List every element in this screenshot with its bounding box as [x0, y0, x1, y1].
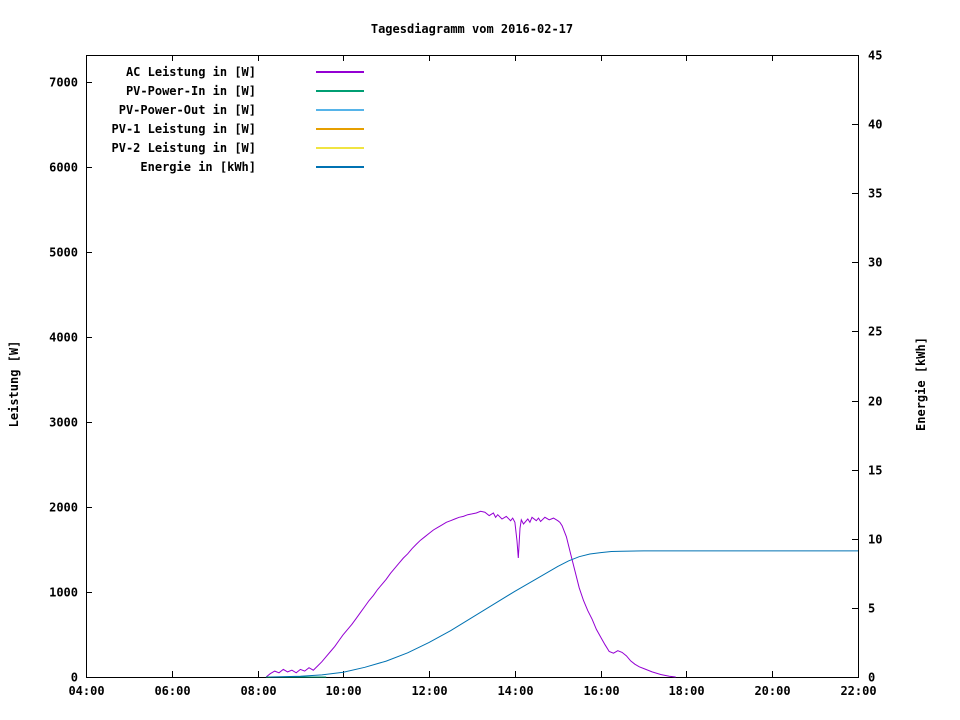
y-tick-label-power: 3000 — [49, 416, 78, 430]
y-tick-label-power: 6000 — [49, 161, 78, 175]
x-tick-label: 10:00 — [325, 684, 361, 698]
legend-label: PV-2 Leistung in [W] — [111, 140, 257, 155]
legend-line-sample — [316, 70, 364, 73]
y-tick-label-energy: 20 — [868, 395, 882, 409]
legend-item-pv-power-in: PV-Power-In in [W] — [86, 81, 364, 100]
y-tick-label-power: 1000 — [49, 586, 78, 600]
y-tick-label-energy: 40 — [868, 118, 882, 132]
legend-item-ac-leistung: AC Leistung in [W] — [86, 62, 364, 81]
x-tick-label: 14:00 — [497, 684, 533, 698]
y-tick-label-power: 0 — [71, 671, 78, 685]
y-tick-label-energy: 0 — [868, 671, 875, 685]
y-tick-label-energy: 45 — [868, 49, 882, 63]
y-tick-label-energy: 10 — [868, 533, 882, 547]
legend-label: AC Leistung in [W] — [125, 64, 256, 79]
y-tick-label-power: 7000 — [49, 76, 78, 90]
y-tick-label-energy: 30 — [868, 256, 882, 270]
plot-border — [86, 55, 859, 678]
x-tick-label: 06:00 — [154, 684, 190, 698]
legend-label: Energie in [kWh] — [140, 159, 256, 174]
x-tick-label: 04:00 — [68, 684, 104, 698]
legend-item-pv-power-out: PV-Power-Out in [W] — [86, 100, 364, 119]
legend-label: PV-1 Leistung in [W] — [111, 121, 257, 136]
legend-item-pv2-leistung: PV-2 Leistung in [W] — [86, 138, 364, 157]
y-tick-label-energy: 15 — [868, 464, 882, 478]
legend-label: PV-Power-Out in [W] — [118, 102, 256, 117]
x-tick-label: 08:00 — [240, 684, 276, 698]
legend: AC Leistung in [W] PV-Power-In in [W] PV… — [86, 62, 364, 176]
legend-line-sample — [316, 89, 364, 92]
legend-item-pv1-leistung: PV-1 Leistung in [W] — [86, 119, 364, 138]
y-tick-label-energy: 5 — [868, 602, 875, 616]
x-tick-label: 16:00 — [583, 684, 619, 698]
x-tick-label: 12:00 — [411, 684, 447, 698]
series-energie — [270, 550, 858, 678]
y-tick-label-power: 5000 — [49, 246, 78, 260]
series-ac-leistung — [265, 510, 676, 678]
legend-item-energie: Energie in [kWh] — [86, 157, 364, 176]
legend-line-sample — [316, 127, 364, 130]
y-tick-label-power: 4000 — [49, 331, 78, 345]
legend-line-sample — [316, 165, 364, 168]
y-tick-label-energy: 35 — [868, 187, 882, 201]
legend-label: PV-Power-In in [W] — [125, 83, 256, 98]
y-tick-label-power: 2000 — [49, 501, 78, 515]
x-tick-label: 22:00 — [840, 684, 876, 698]
x-tick-label: 18:00 — [668, 684, 704, 698]
chart-title: Tagesdiagramm vom 2016-02-17 — [370, 22, 574, 36]
y-tick-label-energy: 25 — [868, 325, 882, 339]
legend-line-sample — [316, 146, 364, 149]
legend-line-sample — [316, 108, 364, 111]
x-tick-label: 20:00 — [754, 684, 790, 698]
